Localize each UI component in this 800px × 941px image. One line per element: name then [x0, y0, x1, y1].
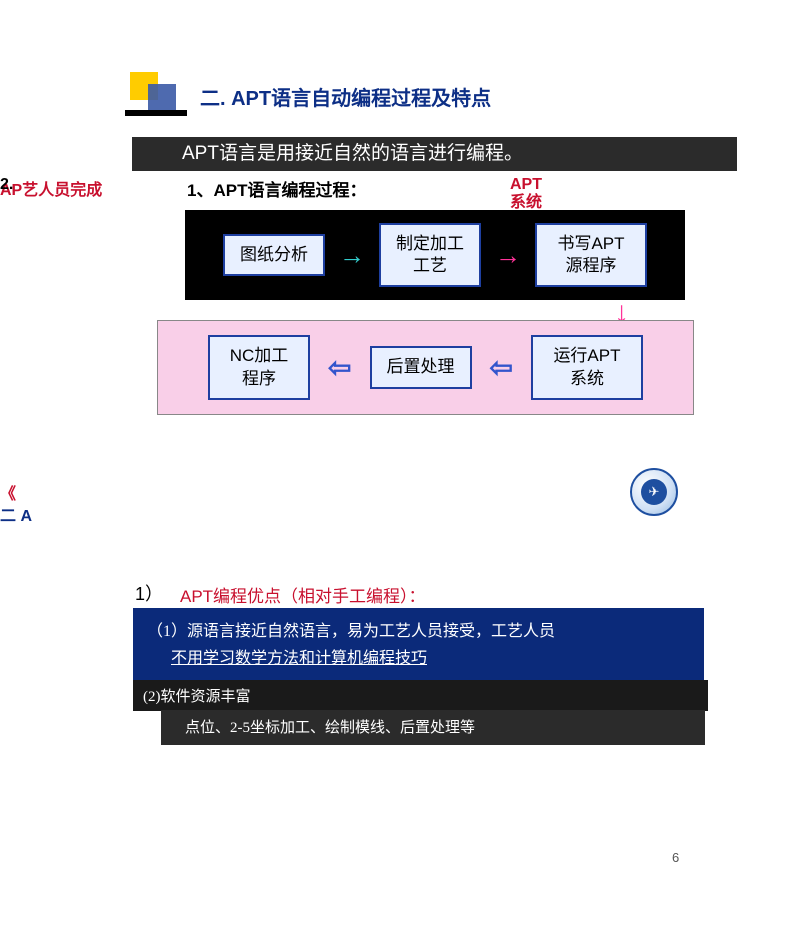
left-margin-text: AP艺人员完成 2. — [0, 176, 102, 200]
arrow-left-icon: ⇦ — [328, 351, 351, 384]
adv1-line2: 不用学习数学方法和计算机编程技巧 — [171, 645, 427, 672]
left-stray-red: AP艺人员完成 — [0, 182, 102, 199]
flow-box-process-plan: 制定加工 工艺 — [379, 223, 481, 287]
adv2-detail-text: 点位、2-5坐标加工、绘制模线、后置处理等 — [185, 720, 475, 736]
arrow-right-icon: → — [495, 240, 521, 271]
slide-title: 二. APT语言自动编程过程及特点 — [200, 82, 491, 111]
flow-box-drawing-analysis: 图纸分析 — [223, 234, 325, 276]
apt-sys-l1: APT — [510, 176, 542, 194]
page-number: 6 — [672, 850, 679, 865]
bottom-left-margin-text: 《 二 A — [0, 480, 32, 526]
arrow-right-icon: → — [339, 240, 365, 271]
apt-sys-l2: 系统 — [510, 194, 542, 212]
adv1-line1: （1）源语言接近自然语言，易为工艺人员接受，工艺人员 — [147, 618, 690, 645]
advantage-point-2-detail: 点位、2-5坐标加工、绘制模线、后置处理等 — [161, 710, 705, 745]
flow-box-nc-program: NC加工 程序 — [208, 335, 310, 399]
flow-row-bottom: NC加工 程序 ⇦ 后置处理 ⇦ 运行APT 系统 — [157, 320, 694, 415]
flow-box-post-process: 后置处理 — [370, 346, 472, 388]
intro-banner: APT语言是用接近自然的语言进行编程。 — [132, 137, 737, 171]
adv2-text: (2)软件资源丰富 — [143, 689, 251, 705]
advantage-point-2: (2)软件资源丰富 — [133, 680, 708, 711]
flow-row-top: 图纸分析 → 制定加工 工艺 → 书写APT 源程序 — [185, 210, 685, 300]
slide-decor-logo — [130, 72, 190, 122]
left-stray-black: 2. — [0, 176, 13, 194]
seal-inner-icon: ✈ — [641, 479, 667, 505]
stray-bracket: 《 — [0, 480, 32, 504]
arrow-left-icon: ⇦ — [490, 351, 513, 384]
process-subtitle: 1、APT语言编程过程： — [187, 176, 366, 201]
flow-box-write-apt: 书写APT 源程序 — [535, 223, 647, 287]
advantages-num: 1） — [135, 580, 163, 606]
advantages-title: APT编程优点（相对手工编程）： — [180, 582, 426, 607]
stray-line2: 二 A — [0, 502, 32, 526]
intro-banner-text: APT语言是用接近自然的语言进行编程。 — [182, 143, 523, 164]
advantage-point-1: （1）源语言接近自然语言，易为工艺人员接受，工艺人员 不用学习数学方法和计算机编… — [133, 608, 704, 684]
flow-box-run-apt: 运行APT 系统 — [531, 335, 643, 399]
apt-system-label: APT 系统 — [510, 176, 542, 211]
university-seal-icon: ✈ — [630, 468, 678, 516]
